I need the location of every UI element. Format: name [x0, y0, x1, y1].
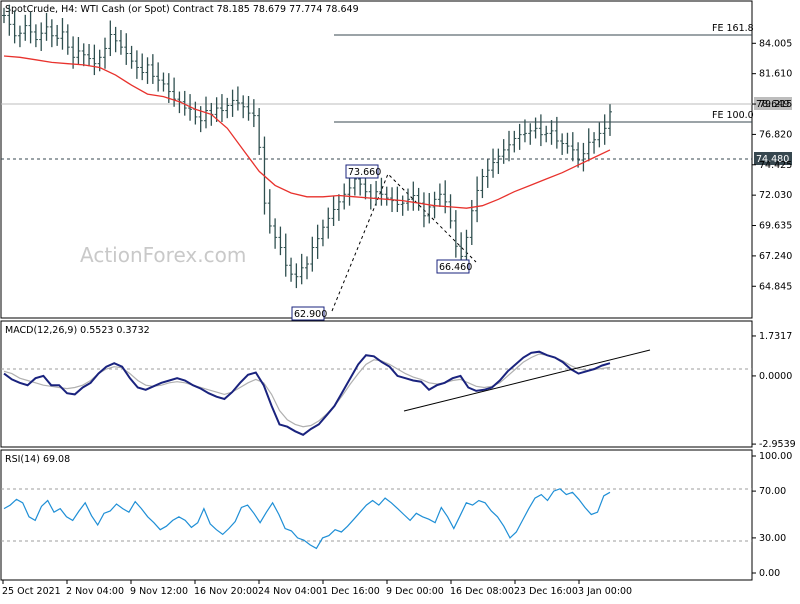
fe-161-label: FE 161.8 — [712, 23, 754, 34]
price-y-tick-label: 79.215 — [759, 99, 792, 110]
swing-high-label-box — [345, 164, 379, 179]
price-chart-title: SpotCrude, H4: WTI Cash (or Spot) Contra… — [5, 4, 359, 15]
x-tick-label: 9 Dec 00:00 — [386, 586, 444, 597]
rsi-y-tick-label: 70.00 — [759, 486, 786, 497]
price-y-axis: 84.005 81.610 79.215 76.820 74.425 72.030 69.6… — [752, 38, 792, 292]
current-price-tag-label: 78.649 — [756, 99, 789, 110]
x-tick-label: 24 Nov 04:00 — [258, 586, 322, 597]
swing-low-label-box — [291, 306, 325, 321]
price-y-tick-label: 84.005 — [759, 38, 792, 49]
fe-100-label: FE 100.0 — [712, 110, 754, 121]
x-tick-label: 16 Dec 08:00 — [450, 586, 514, 597]
macd-y-tick-label: -2.9539 — [759, 439, 796, 450]
price-y-tick-label: 67.240 — [759, 251, 792, 262]
swing-low-2-label-box — [436, 259, 470, 274]
swing-low-2-label: 66.460 — [439, 262, 472, 273]
rsi-y-axis: 100.00 70.00 30.00 0.00 — [752, 451, 792, 579]
macd-title: MACD(12,26,9) 0.5523 0.3732 — [5, 325, 150, 336]
rsi-panel-frame — [0, 449, 753, 581]
support-price-tag — [754, 152, 792, 165]
swing-high-label: 73.660 — [348, 167, 381, 178]
macd-signal-line — [3, 353, 611, 428]
x-tick-label: 3 Jan 00:00 — [578, 586, 632, 597]
x-tick-label: 25 Oct 2021 — [2, 586, 61, 597]
swing-line — [331, 173, 477, 312]
x-tick-label: 9 Nov 12:00 — [130, 586, 188, 597]
x-tick-label: 2 Nov 04:00 — [66, 586, 124, 597]
price-y-tick-label: 76.820 — [759, 129, 792, 140]
macd-trendline — [403, 349, 651, 412]
support-price-tag-label: 74.480 — [756, 154, 789, 165]
macd-panel-frame — [0, 320, 753, 448]
macd-line — [3, 350, 611, 436]
macd-y-tick-label: 1.7317 — [759, 331, 792, 342]
time-x-axis: 25 Oct 2021 2 Nov 04:00 9 Nov 12:00 16 Nov … — [2, 580, 632, 597]
price-y-tick-label: 69.635 — [759, 221, 792, 232]
x-tick-label: 16 Nov 20:00 — [194, 586, 258, 597]
price-y-tick-label: 74.425 — [759, 160, 792, 171]
price-y-tick-label: 64.845 — [759, 281, 792, 292]
rsi-title: RSI(14) 69.08 — [5, 454, 70, 465]
rsi-y-tick-label: 30.00 — [759, 533, 786, 544]
rsi-y-tick-label: 0.00 — [759, 568, 780, 579]
rsi-line — [3, 488, 611, 550]
macd-y-axis: 1.7317 0.0000 -2.9539 — [752, 331, 796, 450]
x-tick-label: 1 Dec 16:00 — [322, 586, 380, 597]
swing-low-label: 62.900 — [294, 309, 327, 320]
price-y-tick-label: 81.610 — [759, 69, 792, 80]
x-tick-label: 23 Dec 16:00 — [514, 586, 578, 597]
current-price-tag — [754, 97, 792, 110]
rsi-y-tick-label: 100.00 — [759, 451, 792, 462]
watermark: ActionForex.com — [80, 243, 246, 267]
price-y-tick-label: 72.030 — [759, 190, 792, 201]
price-moving-average-line — [3, 55, 611, 209]
macd-y-tick-label: 0.0000 — [759, 371, 792, 382]
